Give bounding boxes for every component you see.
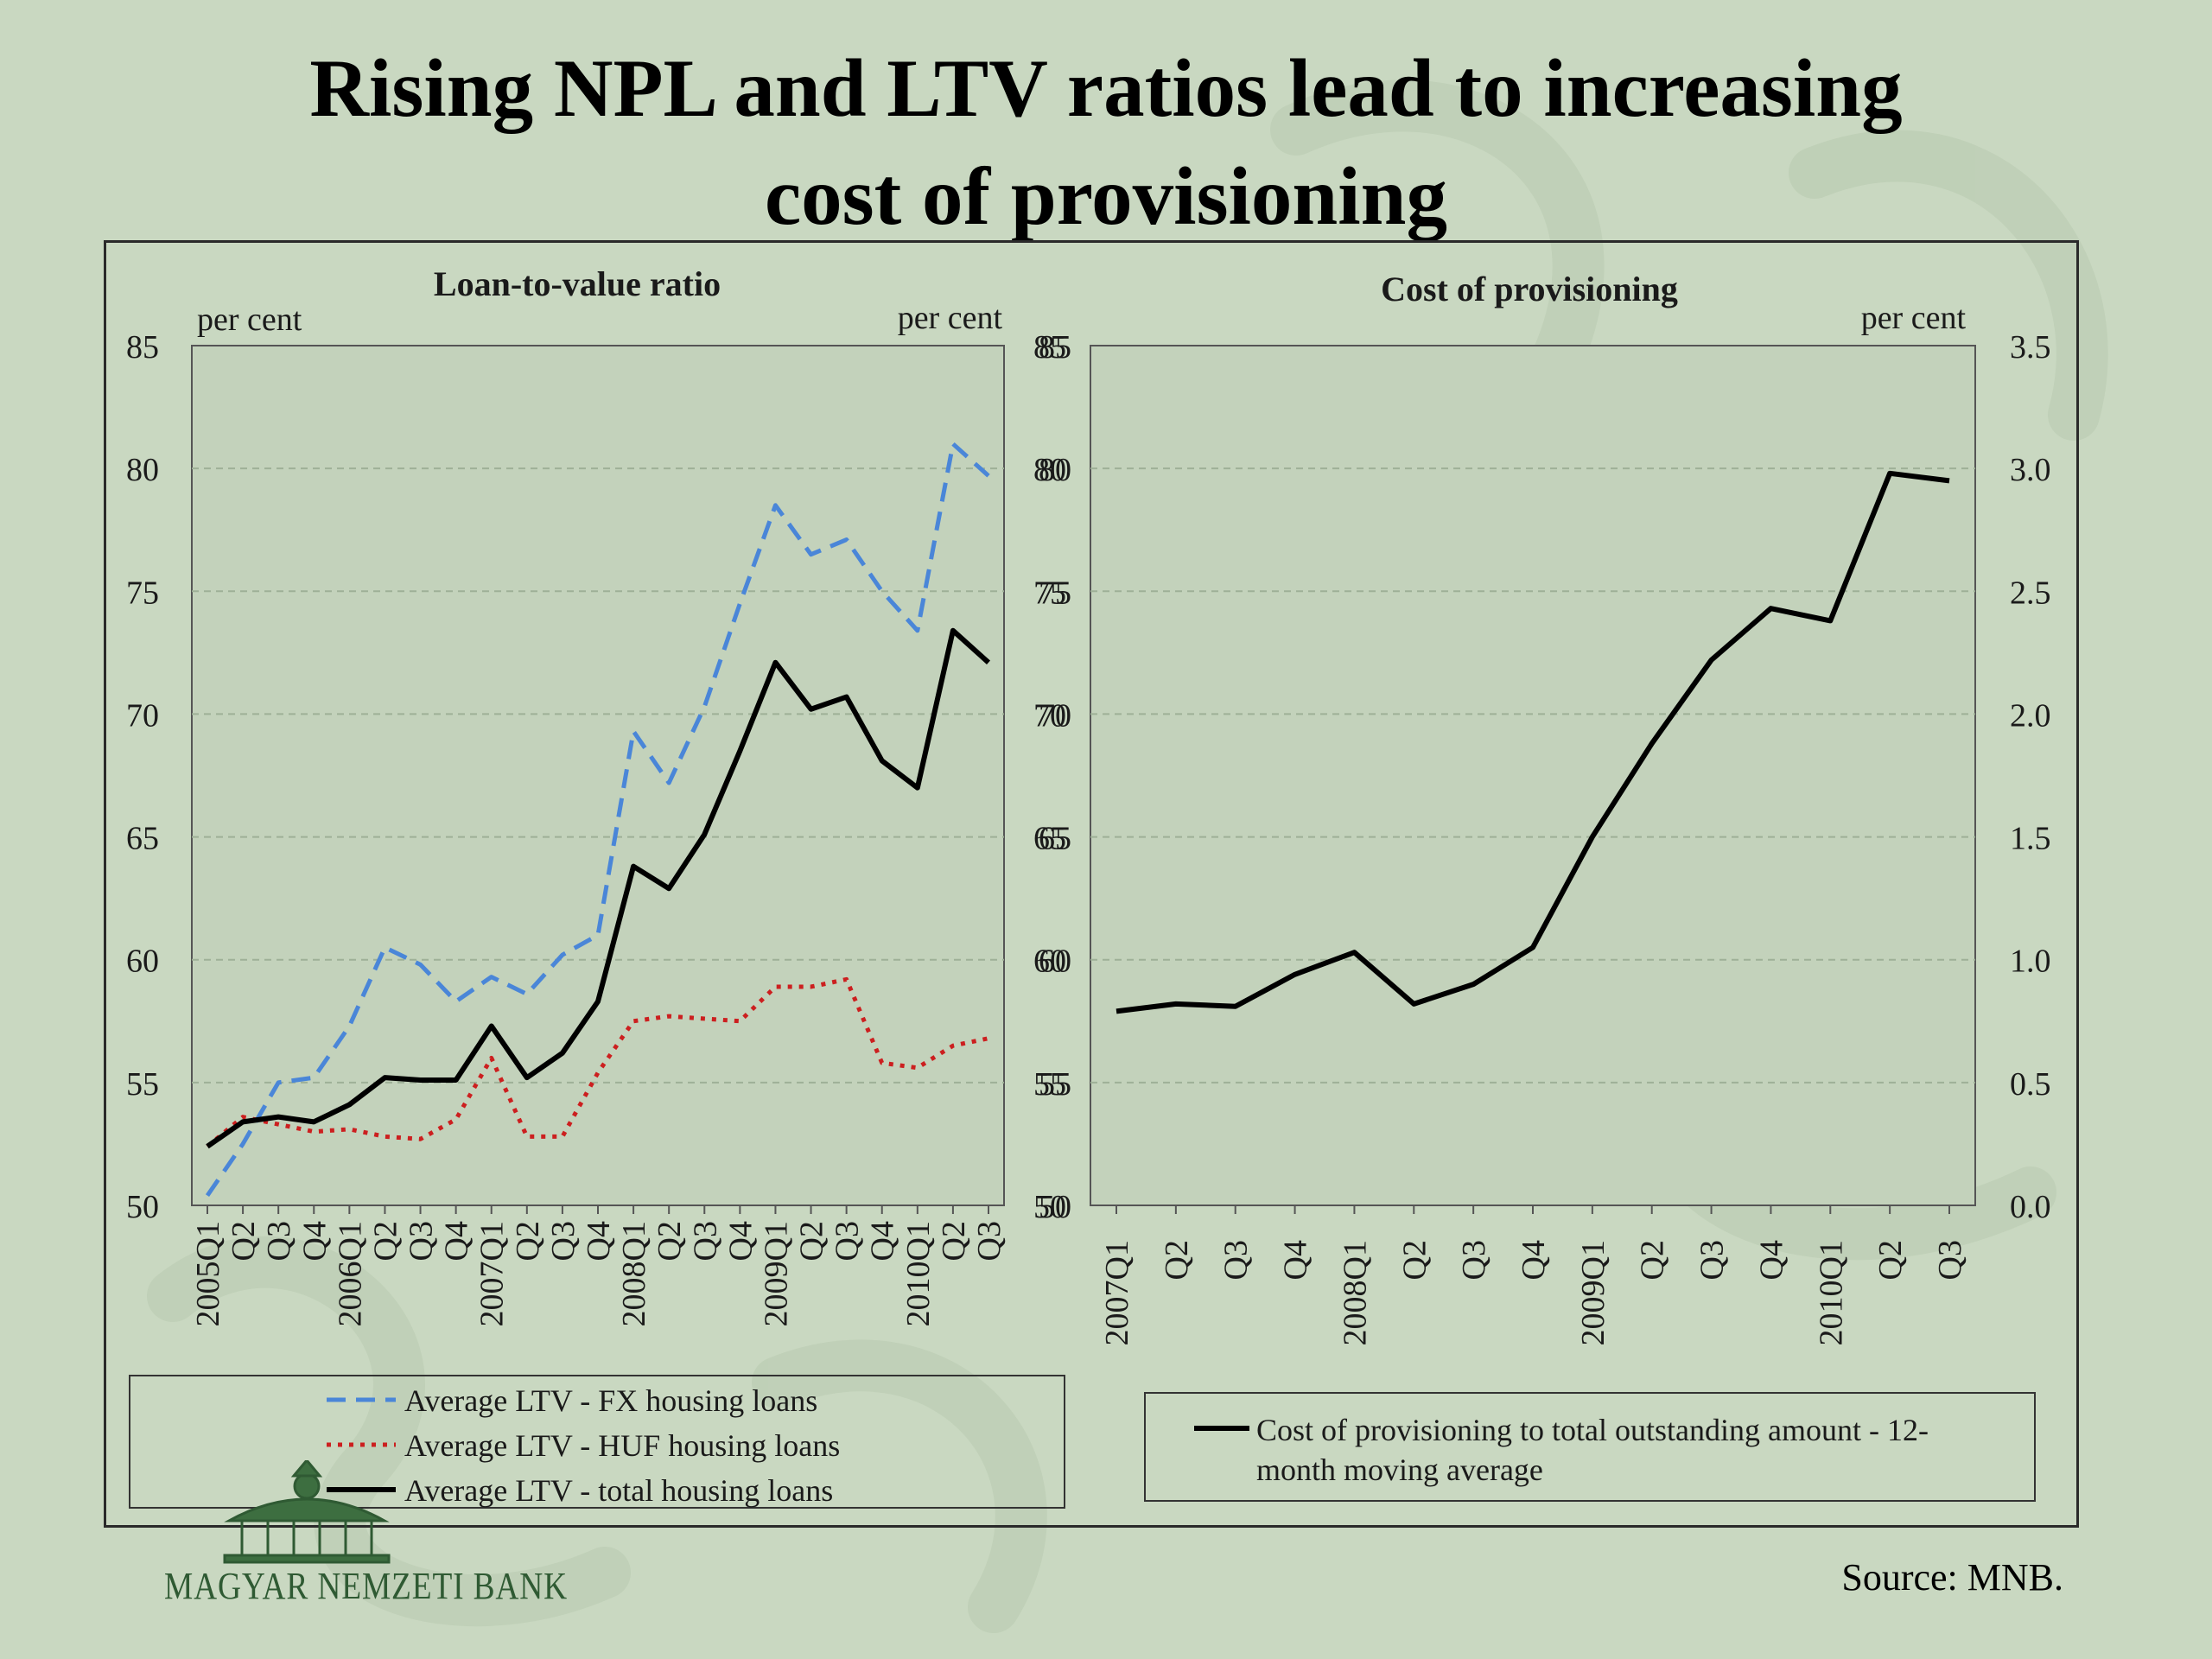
- provisioning-ytick-right: 0.5: [2010, 1066, 2051, 1103]
- provisioning-legend-label-line1: Cost of provisioning to total outstandin…: [1256, 1413, 1929, 1447]
- ltv-xtick-label: Q2: [226, 1221, 262, 1261]
- ltv-xtick-label: Q4: [865, 1221, 901, 1261]
- ltv-chart-title: Loan-to-value ratio: [434, 264, 721, 303]
- ltv-xtick-label: Q2: [367, 1221, 404, 1261]
- ltv-xtick-label: Q3: [830, 1221, 866, 1261]
- provisioning-ytick-left: 65: [1039, 821, 1071, 857]
- provisioning-plot-area: [1090, 345, 1976, 1206]
- provisioning-ytick-right: 2.0: [2010, 697, 2051, 734]
- ltv-ytick-right: 50: [1033, 1189, 1066, 1225]
- provisioning-xtick-label: Q2: [1159, 1240, 1195, 1280]
- ltv-xtick-label: Q4: [439, 1221, 475, 1261]
- page-title: Rising NPL and LTV ratios lead to increa…: [0, 35, 2212, 251]
- ltv-xtick-label: Q3: [261, 1221, 297, 1261]
- logo-text: MAGYAR NEMZETI BANK: [164, 1565, 569, 1607]
- ltv-xtick-label: Q2: [652, 1221, 688, 1261]
- ltv-xtick-label: Q4: [581, 1221, 617, 1261]
- ltv-xtick-label: Q3: [404, 1221, 440, 1261]
- ltv-legend-box: [129, 1375, 1065, 1509]
- provisioning-xtick-label: 2007Q1: [1099, 1240, 1135, 1345]
- ltv-xtick-label: Q3: [687, 1221, 723, 1261]
- provisioning-ytick-left: 75: [1039, 575, 1071, 611]
- ltv-ytick-left: 85: [126, 329, 159, 365]
- ltv-xtick-label: 2008Q1: [616, 1221, 652, 1326]
- provisioning-series-line-0: [1116, 470, 1950, 1014]
- bank-logo-icon: [223, 1460, 391, 1564]
- ltv-ytick-right: 55: [1033, 1066, 1066, 1103]
- ltv-left-unit: per cent: [197, 302, 302, 338]
- title-line-1: Rising NPL and LTV ratios lead to increa…: [309, 42, 1903, 134]
- provisioning-ytick-right: 3.5: [2010, 329, 2051, 365]
- ltv-right-unit: per cent: [898, 300, 1003, 336]
- provisioning-ytick-right: 3.0: [2010, 452, 2051, 488]
- ltv-xtick-label: 2005Q1: [190, 1221, 226, 1326]
- ltv-xtick-label: 2009Q1: [758, 1221, 794, 1326]
- provisioning-right-unit: per cent: [1861, 300, 1967, 336]
- ltv-legend-label: Average LTV - FX housing loans: [404, 1383, 817, 1418]
- provisioning-legend-label-line2: month moving average: [1256, 1452, 1543, 1487]
- ltv-ytick-left: 70: [126, 697, 159, 734]
- ltv-xtick-label: Q2: [794, 1221, 830, 1261]
- ltv-ytick-right: 60: [1033, 944, 1066, 980]
- ltv-ytick-left: 75: [126, 575, 159, 611]
- provisioning-xtick-label: Q2: [1872, 1240, 1909, 1280]
- provisioning-ytick-right: 0.0: [2010, 1189, 2051, 1225]
- ltv-xtick-label: Q2: [510, 1221, 546, 1261]
- ltv-xtick-label: Q3: [545, 1221, 582, 1261]
- provisioning-ytick-left: 70: [1039, 697, 1071, 734]
- provisioning-legend-box: [1144, 1392, 2036, 1502]
- ltv-ytick-left: 80: [126, 452, 159, 488]
- ltv-ytick-left: 55: [126, 1066, 159, 1103]
- provisioning-ytick-right: 1.0: [2010, 944, 2051, 980]
- provisioning-ytick-right: 1.5: [2010, 821, 2051, 857]
- provisioning-ytick-left: 55: [1039, 1066, 1071, 1103]
- provisioning-ytick-left: 50: [1039, 1189, 1071, 1225]
- ltv-ytick-right: 65: [1033, 821, 1066, 857]
- ltv-series-line-2: [206, 627, 991, 1149]
- source-note: Source: MNB.: [1841, 1556, 2063, 1599]
- ltv-ytick-left: 60: [126, 944, 159, 980]
- ltv-legend-label: Average LTV - HUF housing loans: [404, 1428, 840, 1463]
- provisioning-xtick-label: Q2: [1635, 1240, 1671, 1280]
- provisioning-xtick-label: 2009Q1: [1575, 1240, 1611, 1345]
- provisioning-xtick-label: Q3: [1694, 1240, 1731, 1280]
- provisioning-ytick-left: 80: [1039, 452, 1071, 488]
- ltv-xtick-label: Q4: [296, 1221, 333, 1261]
- provisioning-ytick-left: 60: [1039, 944, 1071, 980]
- ltv-xtick-label: 2010Q1: [900, 1221, 937, 1326]
- provisioning-xtick-label: Q2: [1396, 1240, 1433, 1280]
- title-line-2: cost of provisioning: [764, 150, 1447, 242]
- provisioning-ytick-left: 85: [1039, 329, 1071, 365]
- ltv-series-line-0: [205, 442, 990, 1198]
- provisioning-xtick-label: Q4: [1278, 1240, 1314, 1280]
- ltv-legend-label: Average LTV - total housing loans: [404, 1473, 833, 1508]
- provisioning-xtick-label: Q3: [1932, 1240, 1968, 1280]
- ltv-xtick-label: Q2: [936, 1221, 972, 1261]
- provisioning-xtick-label: Q3: [1456, 1240, 1492, 1280]
- ltv-xtick-label: Q4: [722, 1221, 759, 1261]
- ltv-ytick-right: 75: [1033, 575, 1066, 611]
- provisioning-xtick-label: 2010Q1: [1813, 1240, 1849, 1345]
- provisioning-chart-title: Cost of provisioning: [1381, 270, 1678, 308]
- ltv-ytick-right: 85: [1033, 329, 1066, 365]
- ltv-ytick-left: 65: [126, 821, 159, 857]
- provisioning-xtick-label: Q4: [1753, 1240, 1789, 1280]
- charts-frame: [104, 240, 2079, 1528]
- provisioning-xtick-label: 2008Q1: [1337, 1240, 1373, 1345]
- ltv-ytick-right: 80: [1033, 452, 1066, 488]
- provisioning-xtick-label: Q3: [1218, 1240, 1255, 1280]
- ltv-ytick-right: 70: [1033, 697, 1066, 734]
- ltv-xtick-label: 2007Q1: [474, 1221, 511, 1326]
- ltv-xtick-label: Q3: [971, 1221, 1007, 1261]
- ltv-xtick-label: 2006Q1: [332, 1221, 368, 1326]
- provisioning-ytick-right: 2.5: [2010, 575, 2051, 611]
- provisioning-xtick-label: Q4: [1516, 1240, 1552, 1280]
- ltv-ytick-left: 50: [126, 1189, 159, 1225]
